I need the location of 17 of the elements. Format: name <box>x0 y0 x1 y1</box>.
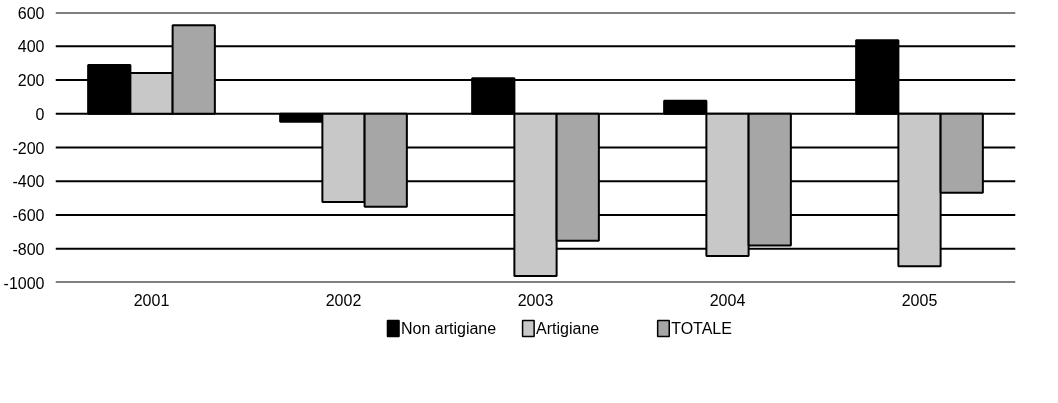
y-tick-label: -400 <box>12 173 45 191</box>
x-tick-label: 2003 <box>517 291 554 309</box>
y-tick-label: 0 <box>35 105 45 123</box>
y-tick-label: -800 <box>12 240 45 258</box>
y-tick-label: -600 <box>12 207 45 224</box>
legend-label: Non artigiane <box>400 320 497 337</box>
x-tick-label: 2001 <box>133 291 170 309</box>
y-tick-label: -1000 <box>3 274 45 292</box>
y-tick-label: 200 <box>17 72 45 89</box>
y-tick-label: 400 <box>17 38 45 56</box>
x-tick-label: 2002 <box>325 291 362 309</box>
legend-label: Artigiane <box>536 320 600 337</box>
y-tick-label: -200 <box>12 139 45 157</box>
x-tick-label: 2005 <box>901 291 938 309</box>
legend-label: TOTALE <box>671 320 732 337</box>
y-tick-label: 600 <box>17 4 45 22</box>
x-tick-label: 2004 <box>709 291 746 309</box>
